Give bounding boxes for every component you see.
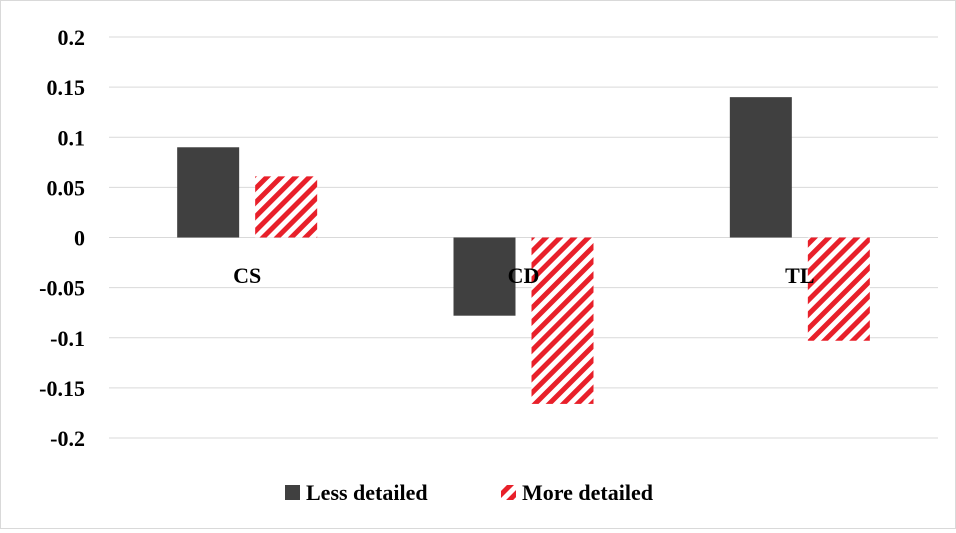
y-tick-label: -0.15 — [39, 376, 85, 401]
legend-label: Less detailed — [306, 480, 428, 505]
gridlines — [109, 36, 938, 439]
y-tick-label: 0.15 — [47, 75, 86, 100]
y-tick-label: 0.1 — [58, 125, 86, 150]
x-category-label: TL — [785, 263, 814, 288]
bar-tl-less-detailed — [729, 97, 792, 238]
y-tick-label: -0.1 — [50, 326, 85, 351]
x-category-label: CD — [508, 263, 540, 288]
y-tick-label: 0.05 — [47, 175, 86, 200]
legend-swatch — [285, 485, 300, 500]
x-axis-category-labels: CS CD TL — [233, 263, 814, 288]
bar-tl-more-detailed — [807, 237, 870, 341]
x-category-label: CS — [233, 263, 261, 288]
legend: Less detailed More detailed — [285, 480, 653, 505]
y-tick-label: -0.05 — [39, 276, 85, 301]
legend-swatch — [501, 485, 516, 500]
y-tick-label: -0.2 — [50, 426, 85, 451]
bar-cs-less-detailed — [177, 147, 240, 238]
bars — [177, 97, 870, 404]
y-axis-tick-labels: 0.2 0.15 0.1 0.05 0 -0.05 -0.1 -0.15 -0.2 — [39, 25, 85, 451]
bar-cd-less-detailed — [453, 237, 516, 316]
bar-cd-more-detailed — [531, 237, 594, 404]
legend-label: More detailed — [522, 480, 653, 505]
y-tick-label: 0.2 — [58, 25, 86, 50]
bar-cs-more-detailed — [255, 176, 318, 238]
y-tick-label: 0 — [74, 226, 85, 251]
